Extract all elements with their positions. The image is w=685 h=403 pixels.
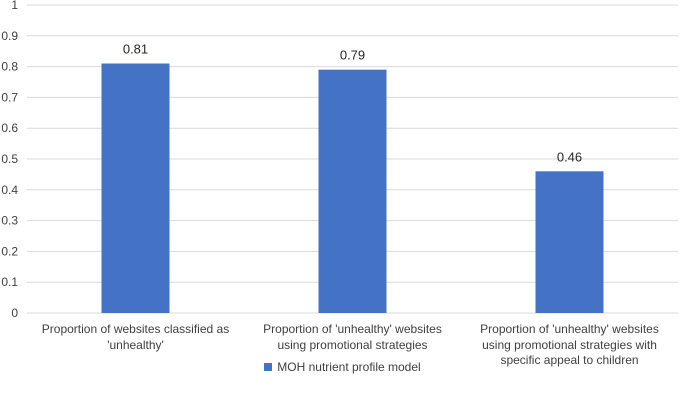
y-tick-label: 0.2 (1, 244, 18, 258)
data-label: 0.81 (123, 42, 148, 57)
data-label: 0.79 (340, 48, 365, 63)
bar (535, 171, 604, 313)
y-axis-ticks: 0 0.1 0.2 0.3 0.4 0.5 0.6 0.7 0.8 0.9 1 (1, 0, 18, 320)
y-tick-label: 0.3 (1, 214, 18, 228)
y-tick-label: 0.5 (1, 152, 18, 166)
x-category-label: Proportion of 'unhealthy' websites using… (263, 322, 442, 352)
y-tick-label: 1 (11, 0, 18, 12)
x-category-label: Proportion of websites classified as 'un… (41, 322, 230, 352)
data-labels: 0.81 0.79 0.46 (123, 42, 582, 165)
data-label: 0.46 (557, 149, 582, 164)
y-tick-label: 0.4 (1, 183, 18, 197)
x-category-label: Proportion of 'unhealthy' websites using… (480, 322, 659, 367)
y-tick-label: 0.6 (1, 121, 18, 135)
y-tick-label: 0 (11, 306, 18, 320)
y-tick-label: 0.8 (1, 60, 18, 74)
bar (318, 69, 387, 314)
legend-label: MOH nutrient profile model (277, 360, 421, 374)
legend: MOH nutrient profile model (0, 360, 685, 374)
y-tick-label: 0.1 (1, 275, 18, 289)
y-tick-label: 0.7 (1, 90, 18, 104)
legend-swatch (264, 362, 273, 371)
bars (101, 63, 604, 314)
y-tick-label: 0.9 (1, 29, 18, 43)
bar (101, 63, 170, 313)
